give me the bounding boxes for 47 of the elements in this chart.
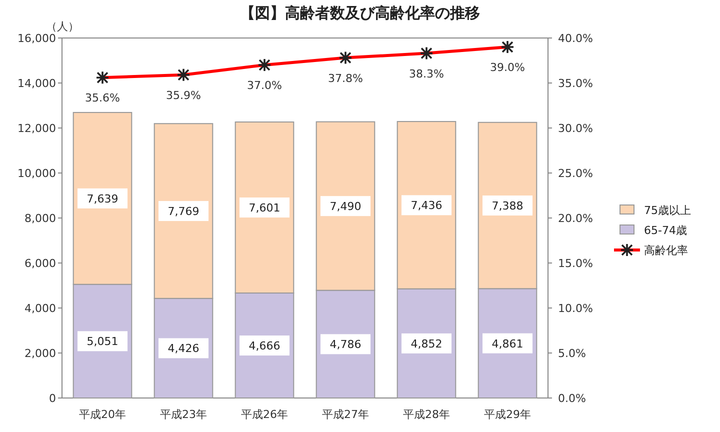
data-label: 35.9%: [166, 88, 201, 102]
y-tick-label: 14,000: [18, 77, 56, 90]
y2-tick-label: 10.0%: [558, 302, 593, 315]
y-tick-label: 6,000: [24, 257, 56, 270]
x-tick-label: 平成29年: [484, 408, 531, 421]
data-label: 4,426: [168, 342, 200, 356]
x-tick-label: 平成27年: [322, 408, 369, 421]
data-label: 7,639: [86, 192, 118, 206]
legend-label: 高齢化率: [644, 244, 688, 257]
y-tick-label: 16,000: [18, 32, 56, 45]
data-label: 37.8%: [328, 72, 363, 85]
data-label: 38.3%: [409, 67, 444, 80]
chart-title: 【図】高齢者数及び高齢化率の推移: [240, 4, 480, 22]
legend-label: 65-74歳: [644, 224, 687, 237]
data-label: 7,769: [168, 205, 200, 218]
data-label: 4,861: [492, 337, 524, 350]
legend-label: 75歳以上: [644, 204, 691, 217]
y-tick-label: 0: [49, 392, 56, 405]
y-tick-label: 10,000: [18, 167, 56, 180]
y-tick-label: 4,000: [24, 302, 56, 315]
y2-tick-label: 30.0%: [558, 122, 593, 135]
y2-tick-label: 20.0%: [558, 212, 593, 225]
data-label: 7,490: [330, 200, 362, 214]
x-tick-label: 平成28年: [403, 408, 450, 421]
y2-tick-label: 25.0%: [558, 167, 593, 180]
data-label: 7,436: [410, 199, 442, 212]
data-label: 5,051: [86, 335, 118, 348]
y-axis-title: （人）: [46, 20, 79, 33]
data-label: 39.0%: [490, 61, 525, 74]
data-label: 37.0%: [247, 79, 282, 92]
x-tick-label: 平成26年: [241, 408, 288, 421]
y2-tick-label: 40.0%: [558, 32, 593, 45]
x-tick-label: 平成20年: [79, 408, 126, 421]
data-label: 35.6%: [85, 92, 120, 105]
y-tick-label: 12,000: [18, 122, 56, 135]
y2-tick-label: 35.0%: [558, 77, 593, 90]
x-tick-label: 平成23年: [160, 408, 207, 421]
y2-tick-label: 15.0%: [558, 257, 593, 270]
y2-tick-label: 0.0%: [558, 392, 586, 405]
y-tick-label: 8,000: [24, 212, 56, 225]
data-label: 7,388: [492, 200, 524, 213]
y-tick-label: 2,000: [24, 347, 56, 360]
data-label: 4,666: [248, 340, 280, 353]
data-label: 7,601: [248, 202, 280, 215]
y2-tick-label: 5.0%: [558, 347, 586, 360]
data-label: 4,786: [330, 338, 362, 352]
data-label: 4,852: [410, 337, 442, 350]
